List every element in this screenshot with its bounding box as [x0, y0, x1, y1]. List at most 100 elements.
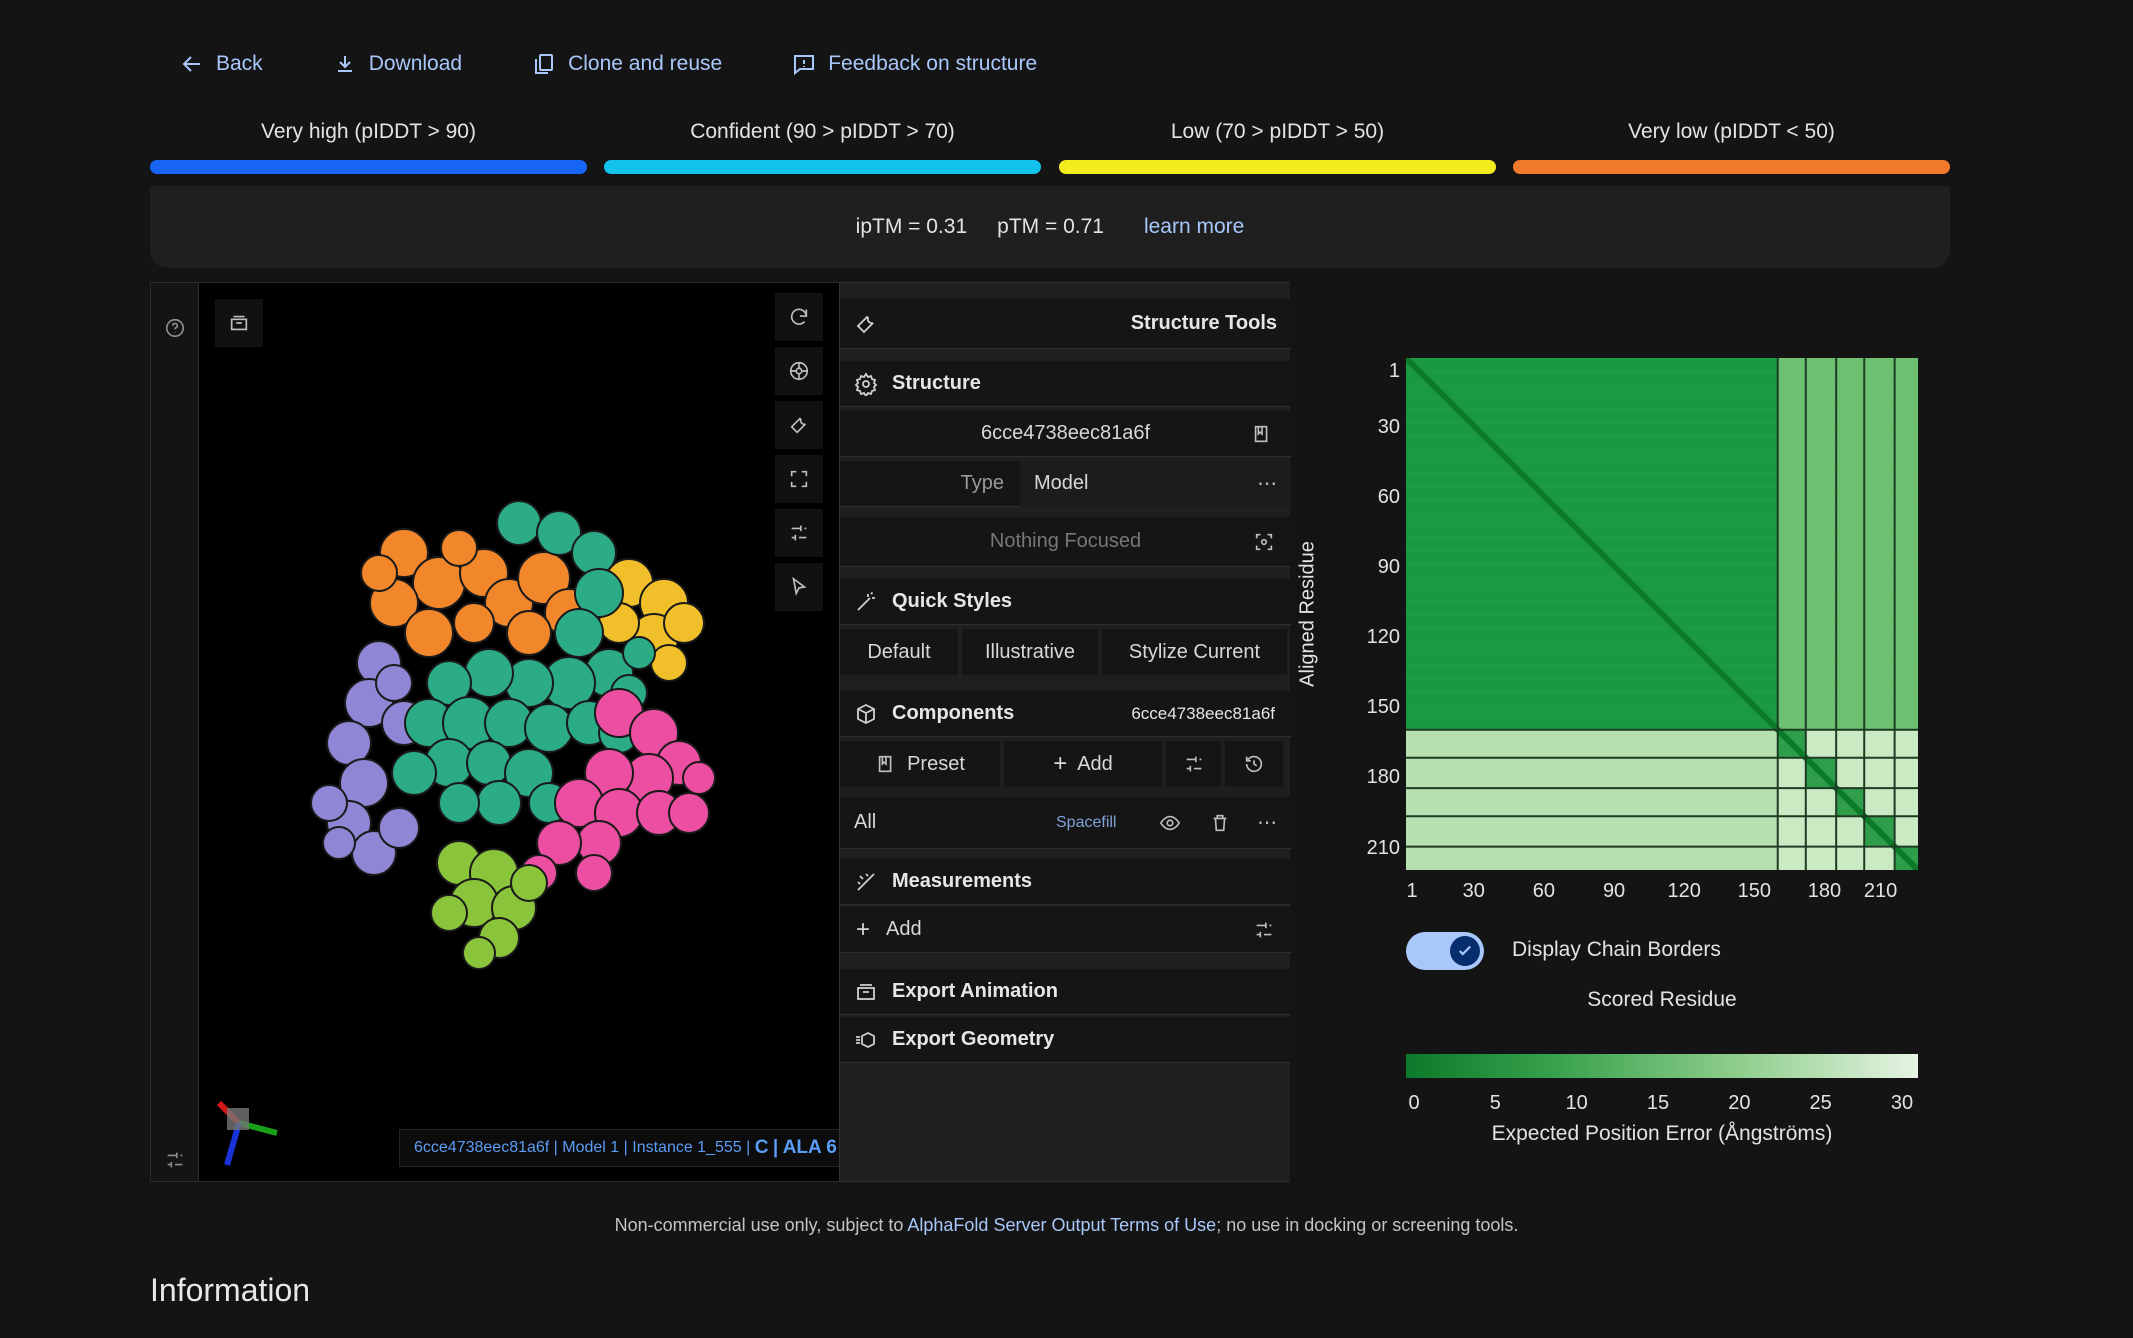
- pae-texture-line: [1406, 716, 1918, 718]
- y-tick-label: 90: [1377, 556, 1400, 579]
- structure-tools-header: Structure Tools: [840, 299, 1291, 349]
- style-illustrative-button[interactable]: Illustrative: [962, 629, 1098, 675]
- pae-block: [1777, 816, 1806, 847]
- bookmark-icon: [878, 755, 892, 773]
- pointer-icon[interactable]: [775, 563, 823, 611]
- pae-block: [1894, 757, 1918, 789]
- pae-texture-line: [1406, 844, 1918, 846]
- pae-texture-line: [1406, 511, 1918, 513]
- pae-block: [1406, 846, 1778, 870]
- pae-plot: Aligned Residue 1 30 60 90 120 150 180 210 1 30 6…: [1297, 340, 2020, 1180]
- components-header[interactable]: Components 6cce4738eec81a6f: [840, 691, 1291, 737]
- chain-borders-toggle[interactable]: [1406, 932, 1484, 970]
- feedback-button[interactable]: Feedback on structure: [792, 52, 1037, 76]
- pae-block: [1864, 757, 1895, 789]
- screenshot-icon[interactable]: [775, 347, 823, 395]
- export-geometry-header[interactable]: Export Geometry: [840, 1017, 1291, 1063]
- gear-icon: [854, 371, 878, 396]
- measurement-add-row[interactable]: + Add: [840, 907, 1291, 953]
- pae-texture-line: [1406, 767, 1918, 769]
- protein-spacefill-render: [216, 500, 716, 1166]
- viewer-right-toolbar: [773, 293, 823, 633]
- style-stylize-current-button[interactable]: Stylize Current: [1102, 629, 1287, 675]
- export-animation-header[interactable]: Export Animation: [840, 969, 1291, 1015]
- 3d-canvas[interactable]: 6cce4738eec81a6f | Model 1 | Instance 1_…: [199, 283, 839, 1181]
- x-tick-label: 1: [1406, 880, 1418, 902]
- pae-texture-line: [1406, 396, 1918, 398]
- learn-more-link[interactable]: learn more: [1143, 215, 1245, 238]
- style-default-button[interactable]: Default: [840, 629, 958, 675]
- help-icon[interactable]: [160, 313, 190, 343]
- more-options-icon[interactable]: ⋯: [1257, 473, 1277, 495]
- pae-texture-line: [1406, 780, 1918, 782]
- check-icon: [1450, 936, 1480, 966]
- export-animation-label: Export Animation: [892, 980, 1058, 1002]
- legend-bar: [604, 160, 1041, 174]
- eye-icon[interactable]: [1159, 812, 1181, 834]
- measurements-label: Measurements: [892, 870, 1033, 892]
- type-row: Type Model ⋯: [840, 460, 1291, 507]
- structure-id: 6cce4738eec81a6f: [980, 422, 1151, 444]
- pae-texture-line: [1406, 562, 1918, 564]
- legend-label: Very low (pIDDT < 50): [1628, 120, 1835, 143]
- pae-block: [1805, 358, 1837, 730]
- type-select[interactable]: Model: [1020, 460, 1291, 507]
- controls-sliders-icon[interactable]: [775, 509, 823, 557]
- y-tick-label: 180: [1366, 766, 1400, 789]
- add-component-button[interactable]: + Add: [1004, 741, 1162, 787]
- legend-label: Very high (pIDDT > 90): [261, 120, 476, 143]
- component-options-icon[interactable]: [1166, 741, 1221, 787]
- more-options-icon[interactable]: ⋯: [1257, 812, 1277, 834]
- preset-button[interactable]: Preset: [840, 741, 1000, 787]
- terms-pre: Non-commercial use only, subject to: [614, 1215, 908, 1235]
- export-geometry-label: Export Geometry: [892, 1028, 1055, 1050]
- component-representation[interactable]: Spacefill: [1056, 813, 1117, 831]
- components-structure-id: 6cce4738eec81a6f: [1131, 703, 1275, 723]
- status-instance: Instance 1_555: [632, 1139, 742, 1156]
- reset-camera-icon[interactable]: [775, 293, 823, 341]
- legend-bar: [1513, 160, 1950, 174]
- focus-target-icon[interactable]: [1253, 531, 1275, 553]
- x-tick-label: 180: [1807, 880, 1842, 902]
- measurements-header[interactable]: Measurements: [840, 859, 1291, 905]
- plus-icon: +: [1053, 750, 1068, 777]
- measurement-add-label: Add: [886, 918, 922, 940]
- component-all-row[interactable]: All Spacefill ⋯: [840, 797, 1291, 849]
- pae-diagonal: [1406, 358, 1918, 870]
- pae-texture-line: [1406, 639, 1918, 641]
- structure-selector[interactable]: 6cce4738eec81a6f: [840, 411, 1291, 457]
- pae-texture-line: [1406, 742, 1918, 743]
- back-button[interactable]: Back: [180, 52, 263, 76]
- wrench-icon[interactable]: [775, 401, 823, 449]
- fullscreen-icon[interactable]: [775, 455, 823, 503]
- history-icon[interactable]: [1225, 741, 1283, 787]
- quick-styles-header[interactable]: Quick Styles: [840, 579, 1291, 625]
- x-tick-label: 30: [1462, 880, 1485, 902]
- pae-texture-line: [1406, 537, 1918, 539]
- pae-texture-line: [1406, 358, 1918, 359]
- pae-block: [1406, 788, 1778, 817]
- pae-block: [1894, 816, 1918, 847]
- pae-block: [1864, 729, 1895, 758]
- clone-button[interactable]: Clone and reuse: [532, 52, 722, 76]
- download-button[interactable]: Download: [333, 52, 462, 76]
- pae-texture-line: [1406, 588, 1918, 590]
- preset-label: Preset: [907, 752, 965, 775]
- sequence-toggle-icon[interactable]: [215, 299, 263, 347]
- pae-block: [1805, 846, 1837, 870]
- bookmark-icon[interactable]: [1251, 423, 1273, 445]
- structure-section-header[interactable]: Structure: [840, 361, 1291, 407]
- settings-sliders-icon[interactable]: [160, 1145, 190, 1175]
- pae-texture-line: [1406, 601, 1918, 603]
- pae-heatmap[interactable]: [1406, 358, 1918, 870]
- measurement-options-icon[interactable]: [1253, 919, 1275, 941]
- pae-texture-line: [1406, 626, 1918, 628]
- ruler-icon: [857, 872, 875, 891]
- legend-very-low: Very low (pIDDT < 50): [1513, 120, 1950, 174]
- trash-icon[interactable]: [1209, 812, 1231, 834]
- pae-block: [1805, 816, 1837, 847]
- focus-placeholder: Nothing Focused: [989, 530, 1142, 552]
- terms-link[interactable]: AlphaFold Server Output Terms of Use: [907, 1215, 1217, 1235]
- colorbar-tick-label: 10: [1565, 1092, 1588, 1114]
- pae-block: [1836, 816, 1865, 847]
